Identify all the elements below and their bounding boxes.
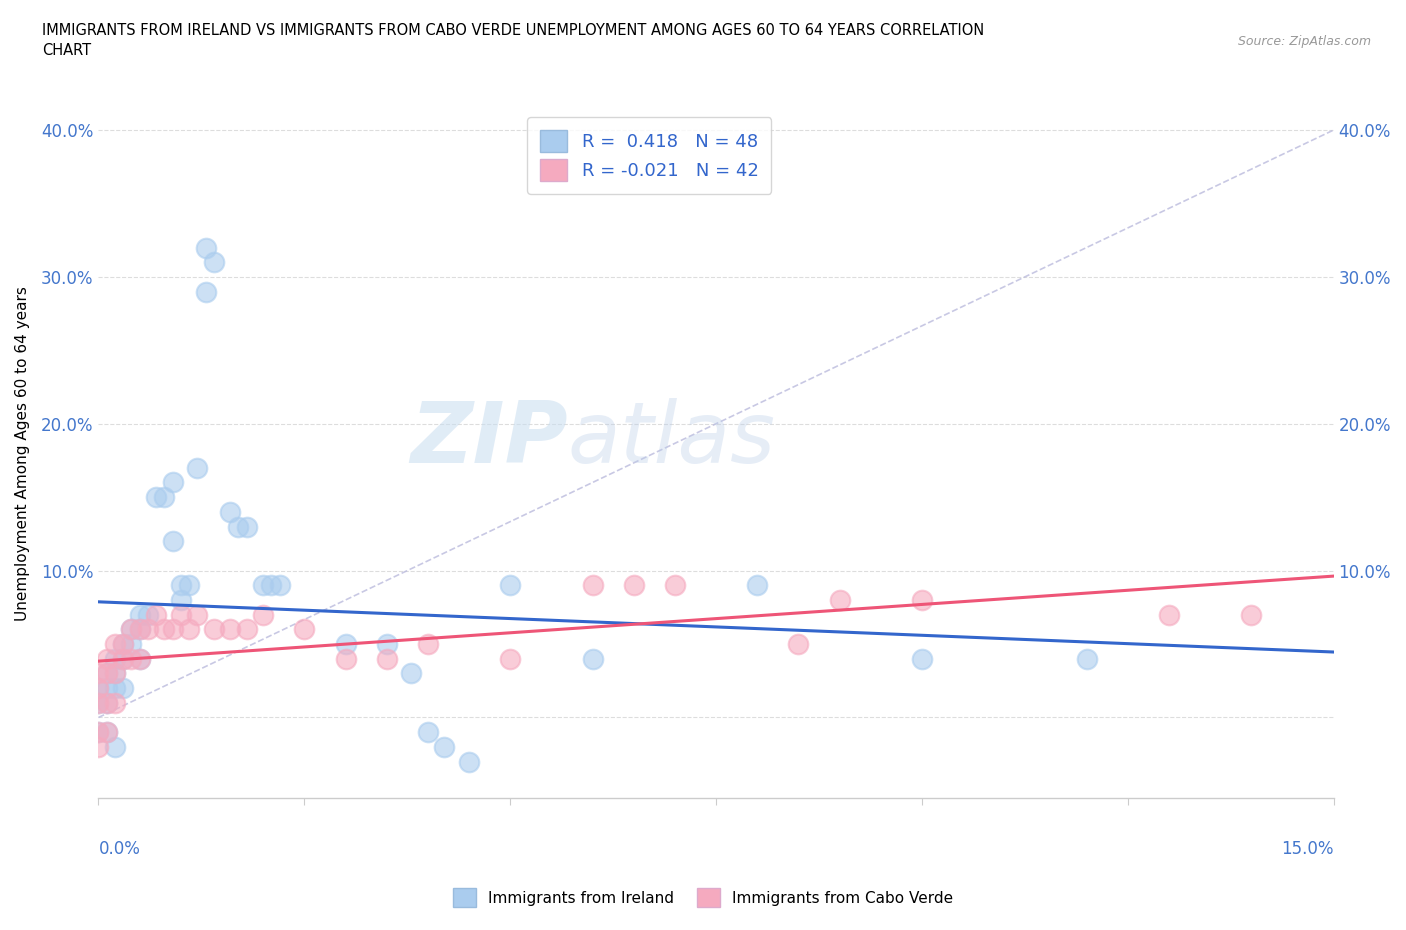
Point: [416, 724, 439, 739]
Point: [104, 666, 127, 681]
Point: [623, 578, 645, 592]
Point: [1157, 607, 1180, 622]
Point: [219, 504, 242, 519]
Point: [145, 607, 167, 622]
Point: [194, 285, 217, 299]
Point: [87, 724, 110, 739]
Point: [87, 696, 110, 711]
Point: [252, 607, 274, 622]
Point: [153, 490, 176, 505]
Point: [401, 666, 423, 681]
Point: [112, 637, 135, 652]
Point: [335, 651, 357, 666]
Point: [96, 696, 118, 711]
Text: atlas: atlas: [568, 398, 776, 481]
Point: [260, 578, 283, 592]
Point: [335, 637, 357, 652]
Point: [87, 696, 110, 711]
Point: [186, 460, 208, 475]
Point: [269, 578, 291, 592]
Point: [252, 578, 274, 592]
Point: [219, 622, 242, 637]
Point: [96, 666, 118, 681]
Legend: Immigrants from Ireland, Immigrants from Cabo Verde: Immigrants from Ireland, Immigrants from…: [447, 883, 959, 913]
Point: [128, 622, 150, 637]
Point: [96, 724, 118, 739]
Point: [128, 651, 150, 666]
Point: [120, 651, 142, 666]
Text: ZIP: ZIP: [411, 398, 568, 481]
Point: [104, 696, 127, 711]
Point: [145, 490, 167, 505]
Point: [228, 519, 250, 534]
Point: [120, 637, 142, 652]
Point: [87, 681, 110, 696]
Text: 15.0%: 15.0%: [1281, 840, 1334, 857]
Point: [433, 739, 456, 754]
Text: Source: ZipAtlas.com: Source: ZipAtlas.com: [1237, 35, 1371, 48]
Point: [202, 622, 225, 637]
Point: [112, 681, 135, 696]
Point: [499, 578, 522, 592]
Point: [235, 519, 257, 534]
Point: [458, 754, 481, 769]
Point: [87, 739, 110, 754]
Point: [581, 578, 603, 592]
Point: [128, 622, 150, 637]
Point: [136, 622, 159, 637]
Point: [112, 651, 135, 666]
Point: [96, 666, 118, 681]
Point: [104, 666, 127, 681]
Point: [96, 696, 118, 711]
Point: [170, 578, 193, 592]
Y-axis label: Unemployment Among Ages 60 to 64 years: Unemployment Among Ages 60 to 64 years: [15, 286, 30, 620]
Point: [128, 651, 150, 666]
Point: [136, 607, 159, 622]
Point: [104, 739, 127, 754]
Legend: R =  0.418   N = 48, R = -0.021   N = 42: R = 0.418 N = 48, R = -0.021 N = 42: [527, 117, 770, 193]
Point: [186, 607, 208, 622]
Point: [112, 637, 135, 652]
Text: 0.0%: 0.0%: [98, 840, 141, 857]
Point: [112, 651, 135, 666]
Point: [581, 651, 603, 666]
Point: [911, 651, 934, 666]
Point: [194, 240, 217, 255]
Point: [177, 622, 200, 637]
Text: IMMIGRANTS FROM IRELAND VS IMMIGRANTS FROM CABO VERDE UNEMPLOYMENT AMONG AGES 60: IMMIGRANTS FROM IRELAND VS IMMIGRANTS FR…: [42, 23, 984, 58]
Point: [104, 651, 127, 666]
Point: [202, 255, 225, 270]
Point: [120, 622, 142, 637]
Point: [153, 622, 176, 637]
Point: [499, 651, 522, 666]
Point: [87, 666, 110, 681]
Point: [87, 681, 110, 696]
Point: [911, 592, 934, 607]
Point: [177, 578, 200, 592]
Point: [747, 578, 769, 592]
Point: [1076, 651, 1098, 666]
Point: [235, 622, 257, 637]
Point: [162, 622, 184, 637]
Point: [375, 637, 398, 652]
Point: [787, 637, 810, 652]
Point: [96, 724, 118, 739]
Point: [96, 681, 118, 696]
Point: [664, 578, 686, 592]
Point: [104, 681, 127, 696]
Point: [162, 534, 184, 549]
Point: [96, 651, 118, 666]
Point: [170, 607, 193, 622]
Point: [1240, 607, 1263, 622]
Point: [87, 724, 110, 739]
Point: [828, 592, 851, 607]
Point: [128, 607, 150, 622]
Point: [104, 637, 127, 652]
Point: [375, 651, 398, 666]
Point: [416, 637, 439, 652]
Point: [120, 622, 142, 637]
Point: [170, 592, 193, 607]
Point: [162, 475, 184, 490]
Point: [292, 622, 315, 637]
